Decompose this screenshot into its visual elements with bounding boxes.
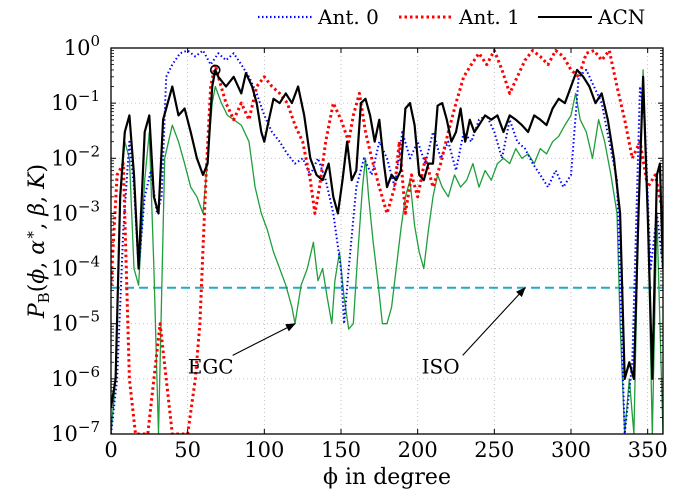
annotation-arrow: [232, 323, 296, 356]
highlight-marker: [209, 64, 221, 76]
annotation-arrow: [462, 287, 526, 356]
y-tick-label: 10−4: [51, 253, 100, 281]
series-line-acn: [111, 68, 663, 408]
series-layer: [111, 49, 663, 434]
y-axis-label-text: PB(ϕ, α∗, β, K): [21, 164, 53, 319]
x-tick-label: 50: [174, 438, 201, 462]
legend-label-ant1: Ant. 1: [458, 5, 520, 29]
y-tick-label: 10−2: [51, 142, 100, 170]
legend: Ant. 0 Ant. 1 ACN: [258, 5, 645, 29]
x-tick-label: 250: [474, 438, 514, 462]
plot-frame: [110, 47, 664, 435]
y-tick-label: 10−5: [51, 308, 100, 336]
y-tick-label: 10−3: [51, 197, 100, 225]
x-axis-label: ϕ in degree: [323, 465, 451, 490]
series-line-ant-0: [111, 49, 663, 434]
x-tick-label: 0: [104, 438, 117, 462]
x-tick-label: 300: [551, 438, 591, 462]
y-axis-label: PB(ϕ, α∗, β, K): [21, 164, 53, 319]
y-tick-label: 100: [64, 32, 100, 60]
y-tick-label: 10−6: [51, 363, 100, 391]
legend-label-ant0: Ant. 0: [317, 5, 379, 29]
x-axis-ticks: 0 50 100 150 200 250 300 350: [104, 48, 668, 462]
y-axis-ticks: 10−7 10−6 10−5 10−4 10−3 10−2 10−1 100: [51, 32, 663, 446]
x-tick-label: 100: [244, 438, 284, 462]
annotation-iso: ISO: [422, 354, 460, 378]
x-tick-label: 200: [398, 438, 438, 462]
y-tick-label: 10−7: [51, 418, 100, 446]
series-line-egc: [111, 69, 663, 434]
annotations: EGC ISO: [188, 287, 526, 378]
legend-label-acn: ACN: [597, 5, 645, 29]
y-tick-label: 10−1: [51, 87, 100, 115]
annotation-egc: EGC: [188, 354, 234, 378]
x-tick-label: 350: [628, 438, 668, 462]
marker-layer: [209, 64, 221, 76]
x-tick-label: 150: [321, 438, 361, 462]
